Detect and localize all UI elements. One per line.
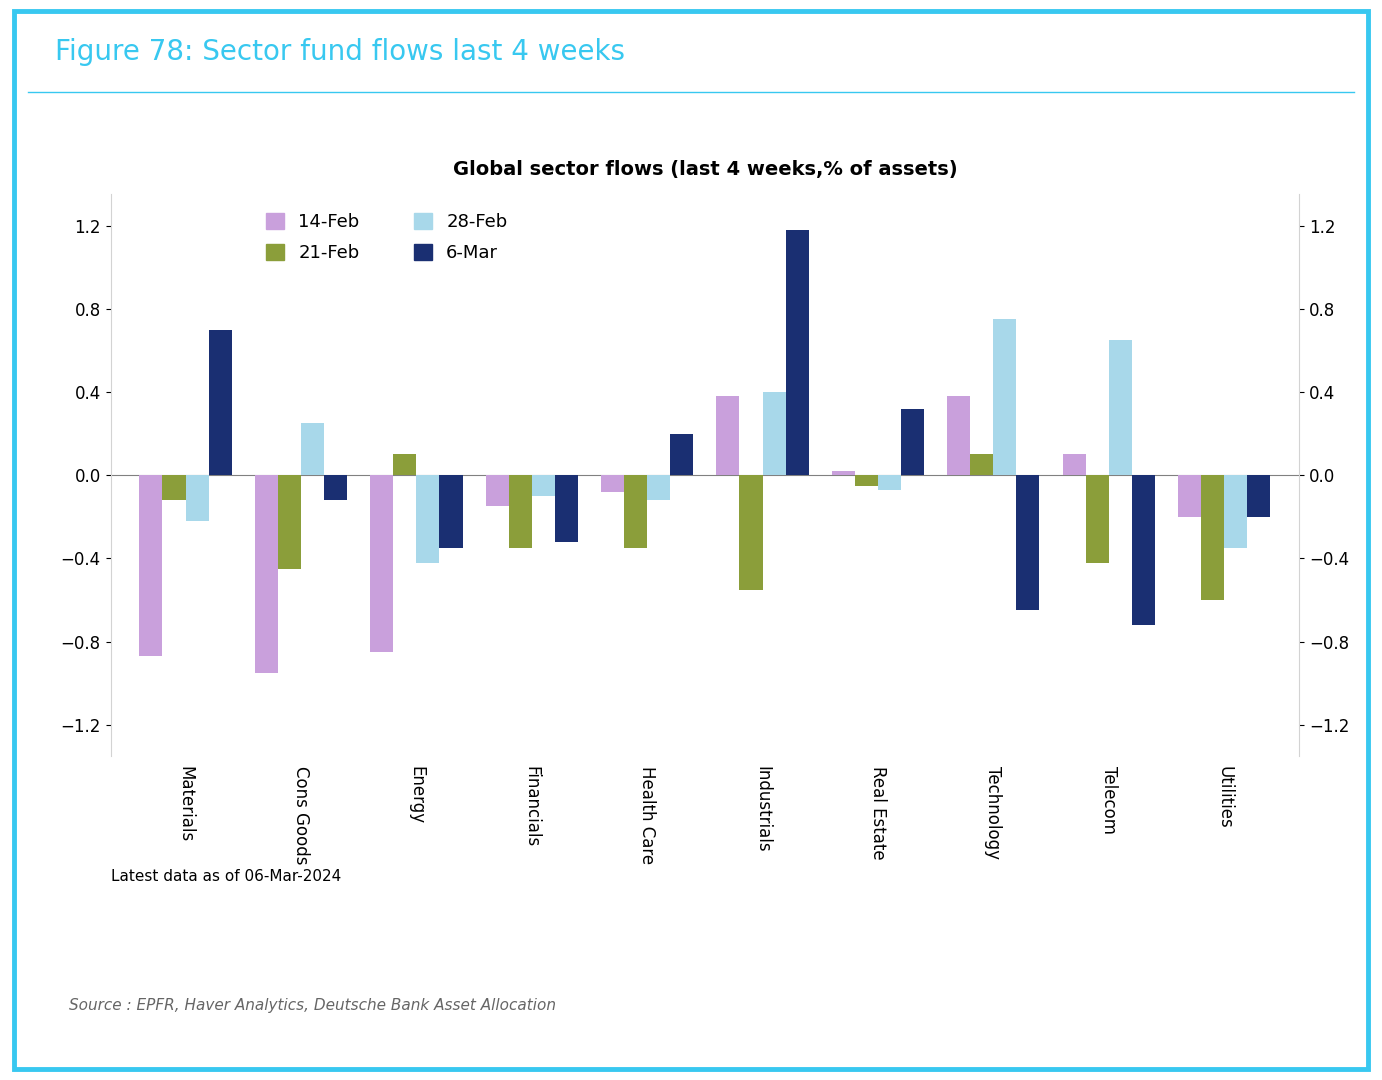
- Bar: [185, 475, 209, 521]
- Bar: [323, 475, 347, 500]
- Bar: [832, 471, 855, 475]
- Bar: [370, 475, 394, 652]
- Bar: [670, 433, 694, 475]
- Bar: [140, 475, 163, 657]
- Bar: [947, 396, 970, 475]
- Bar: [439, 475, 463, 548]
- Bar: [601, 475, 625, 491]
- Bar: [209, 329, 232, 475]
- Bar: [855, 475, 878, 486]
- Bar: [1201, 475, 1224, 600]
- Bar: [485, 475, 509, 507]
- Bar: [278, 475, 301, 569]
- Text: Latest data as of 06-Mar-2024: Latest data as of 06-Mar-2024: [111, 869, 341, 885]
- Bar: [994, 320, 1016, 475]
- Bar: [1247, 475, 1270, 517]
- Bar: [625, 475, 647, 548]
- Bar: [1132, 475, 1155, 625]
- Bar: [532, 475, 554, 496]
- Bar: [394, 455, 416, 475]
- Text: Source : EPFR, Haver Analytics, Deutsche Bank Asset Allocation: Source : EPFR, Haver Analytics, Deutsche…: [69, 998, 556, 1013]
- Text: Figure 78: Sector fund flows last 4 weeks: Figure 78: Sector fund flows last 4 week…: [55, 38, 625, 66]
- Bar: [1016, 475, 1039, 610]
- Bar: [554, 475, 578, 542]
- Bar: [739, 475, 763, 590]
- Bar: [1177, 475, 1201, 517]
- Bar: [1086, 475, 1108, 563]
- Bar: [1224, 475, 1247, 548]
- Bar: [785, 230, 808, 475]
- Bar: [878, 475, 901, 489]
- Bar: [416, 475, 439, 563]
- Bar: [901, 408, 925, 475]
- Title: Global sector flows (last 4 weeks,% of assets): Global sector flows (last 4 weeks,% of a…: [452, 160, 958, 179]
- Bar: [301, 423, 323, 475]
- Legend: 14-Feb, 21-Feb, 28-Feb, 6-Mar: 14-Feb, 21-Feb, 28-Feb, 6-Mar: [258, 205, 514, 269]
- Bar: [163, 475, 185, 500]
- Bar: [970, 455, 994, 475]
- Bar: [716, 396, 739, 475]
- Bar: [254, 475, 278, 673]
- Bar: [647, 475, 670, 500]
- Bar: [1063, 455, 1086, 475]
- Bar: [1108, 340, 1132, 475]
- Bar: [509, 475, 532, 548]
- Bar: [763, 392, 785, 475]
